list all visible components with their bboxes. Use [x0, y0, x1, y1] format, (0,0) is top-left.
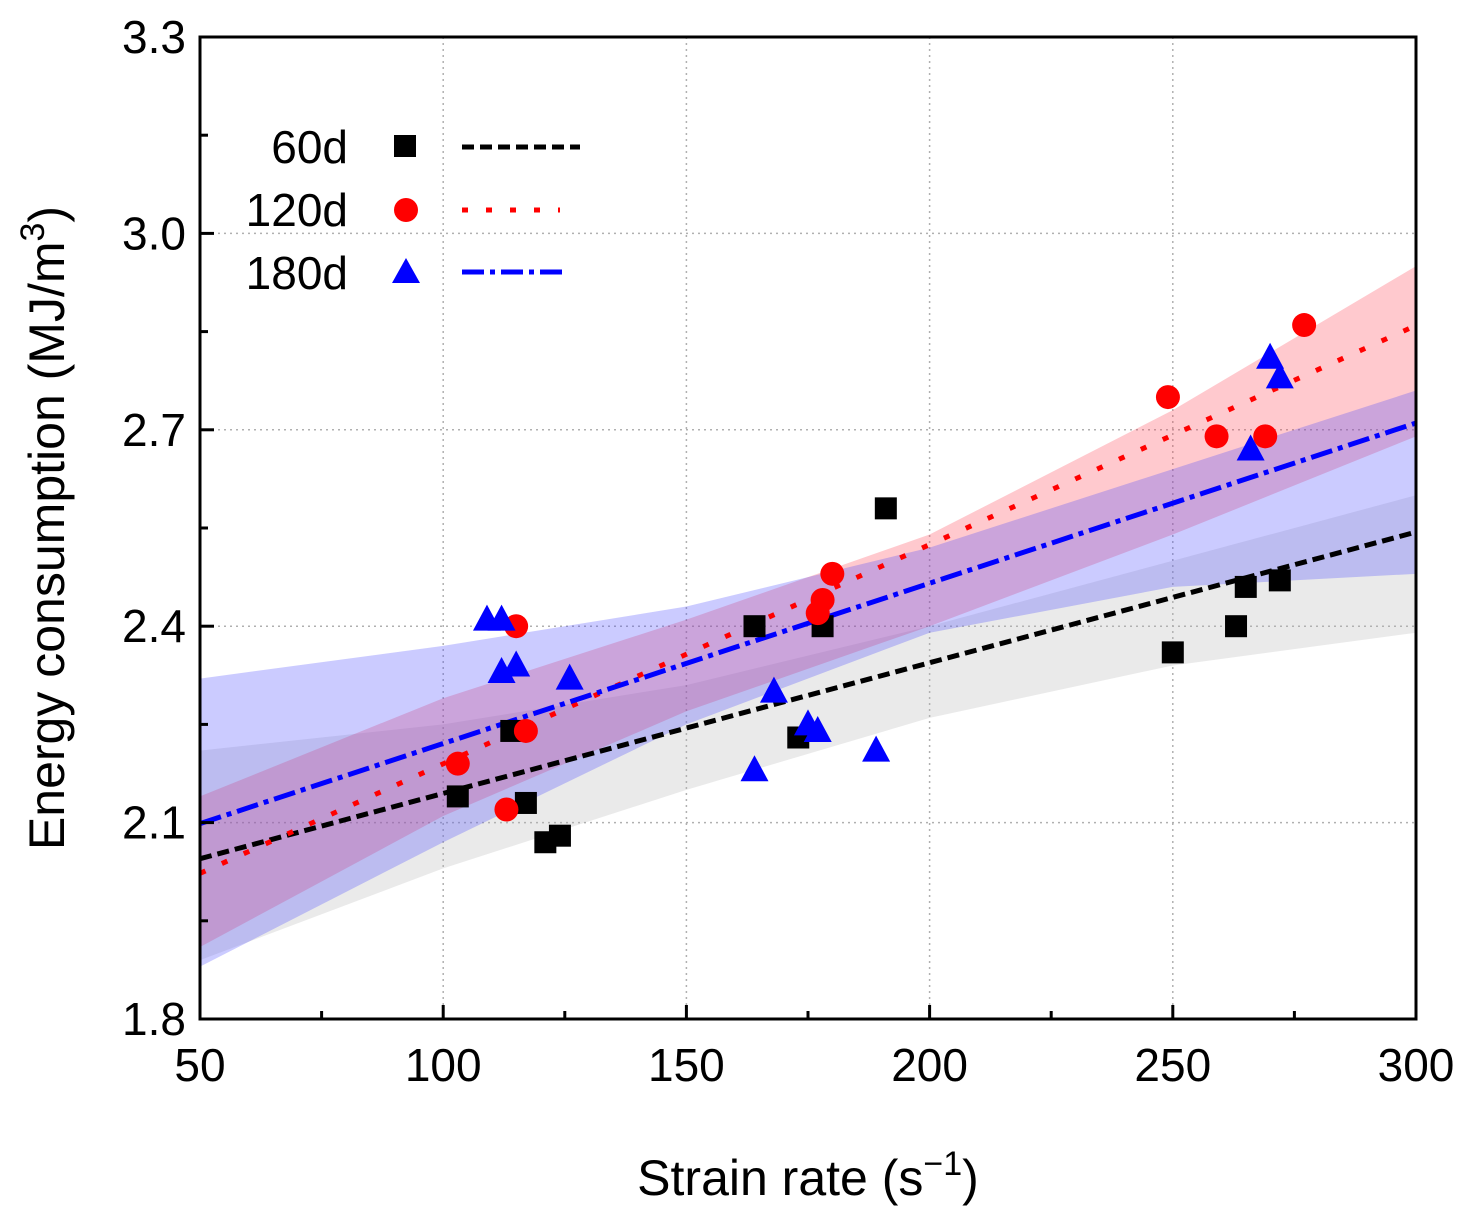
legend-item-60d: 60d [271, 121, 580, 173]
data-point-60d [743, 615, 766, 638]
y-tick-label: 1.8 [122, 993, 186, 1045]
fit-lines [200, 323, 1416, 876]
x-axis-title-sup: −1 [923, 1145, 962, 1183]
x-tick-label: 100 [405, 1039, 482, 1091]
y-axis-title: Energy consumption (MJ/m3) [14, 206, 75, 850]
y-tick-label: 2.1 [122, 797, 186, 849]
data-point-120d [810, 588, 835, 613]
x-axis-title-main: Strain rate (s [637, 1150, 923, 1206]
y-tick-label: 3.3 [122, 11, 186, 63]
legend-label-180d: 180d [246, 247, 348, 299]
legend-item-120d: 120d [246, 184, 560, 236]
grid [200, 37, 1416, 1019]
data-point-120d [1204, 424, 1229, 449]
data-points [445, 313, 1317, 854]
x-axis-title: Strain rate (s−1) [637, 1145, 979, 1206]
data-point-180d [555, 663, 584, 690]
legend-marker-60d [394, 135, 416, 157]
y-axis-title-main: Energy consumption (MJ/m [19, 242, 75, 851]
data-point-60d [1268, 569, 1291, 592]
data-point-180d [487, 604, 516, 631]
x-axis-title-end: ) [962, 1150, 979, 1206]
data-point-120d [820, 561, 845, 586]
data-point-60d [548, 824, 571, 847]
y-axis-title-sup: 3 [14, 223, 52, 242]
axis-ticks [198, 35, 1418, 1021]
data-point-120d [1155, 385, 1180, 410]
legend-marker-120d [394, 198, 418, 222]
fit-line-60d [200, 529, 1416, 862]
x-tick-labels: 50 100 150 200 250 300 [174, 1039, 1454, 1091]
data-point-180d [862, 735, 891, 762]
data-point-120d [494, 797, 519, 822]
data-point-60d [1225, 615, 1248, 638]
data-point-60d [1234, 575, 1257, 598]
data-point-120d [504, 614, 529, 639]
data-point-120d [513, 718, 538, 743]
data-point-60d [446, 785, 469, 808]
data-point-180d [487, 657, 516, 684]
x-tick-label: 200 [891, 1039, 968, 1091]
y-tick-label: 2.7 [122, 404, 186, 456]
legend: 60d 120d 180d [246, 121, 580, 299]
data-point-180d [803, 715, 832, 742]
confidence-band-180d [200, 390, 1416, 967]
legend-label-120d: 120d [246, 184, 348, 236]
y-tick-label: 3.0 [122, 207, 186, 259]
data-point-60d [1161, 641, 1184, 664]
x-tick-label: 250 [1134, 1039, 1211, 1091]
y-tick-label: 2.4 [122, 600, 186, 652]
data-point-180d [1236, 434, 1265, 461]
legend-label-60d: 60d [271, 121, 348, 173]
data-point-120d [1253, 424, 1278, 449]
data-point-60d [874, 497, 897, 520]
data-point-180d [759, 676, 788, 703]
data-point-180d [502, 650, 531, 677]
data-point-120d [445, 751, 470, 776]
x-tick-label: 150 [648, 1039, 725, 1091]
y-tick-labels: 1.8 2.1 2.4 2.7 3.0 3.3 [122, 11, 186, 1045]
data-point-180d [1256, 342, 1285, 369]
x-tick-label: 300 [1378, 1039, 1455, 1091]
data-point-120d [1292, 313, 1317, 338]
data-point-180d [740, 755, 769, 782]
data-point-180d [1265, 362, 1294, 389]
x-tick-label: 50 [174, 1039, 225, 1091]
legend-marker-180d [392, 258, 420, 283]
y-axis-title-end: ) [19, 206, 75, 223]
legend-item-180d: 180d [246, 247, 562, 299]
fit-line-180d [200, 420, 1416, 827]
data-point-60d [514, 791, 537, 814]
